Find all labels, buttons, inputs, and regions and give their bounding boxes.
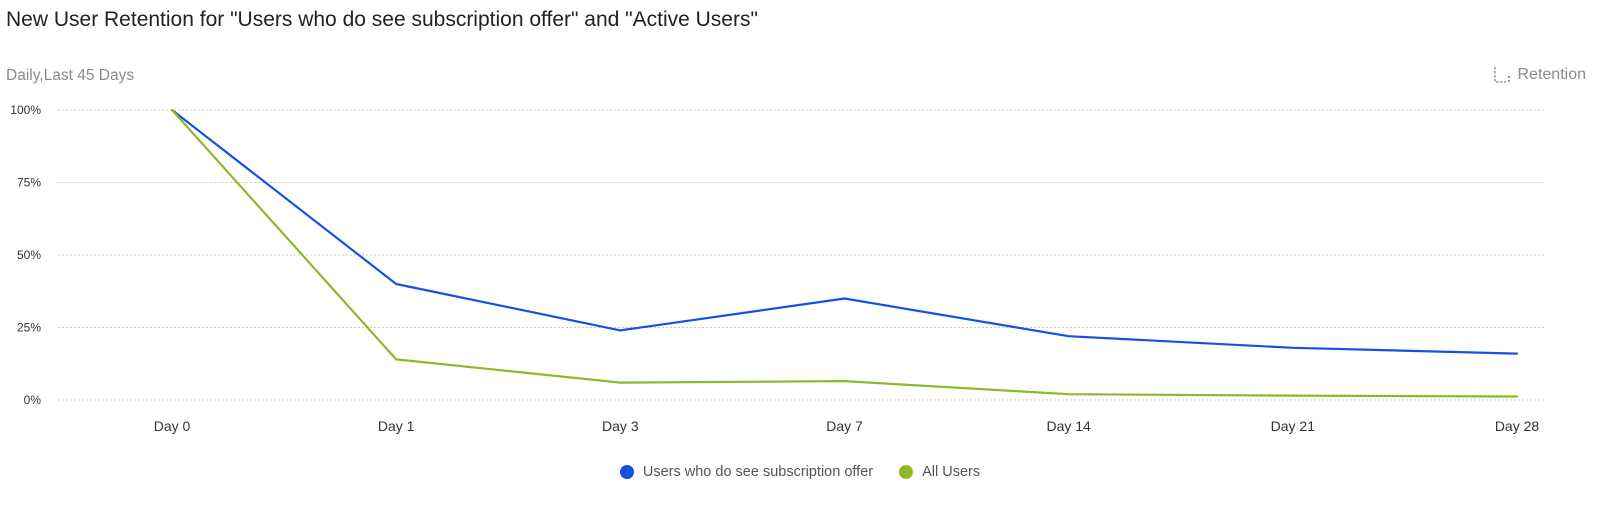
x-tick-label-day-21: Day 21 — [1271, 418, 1316, 434]
chart-title: New User Retention for "Users who do see… — [6, 8, 758, 31]
retention-link[interactable]: Retention — [1492, 65, 1587, 85]
legend-label-all-users: All Users — [922, 464, 981, 480]
series-line-all-users — [170, 108, 1519, 398]
y-tick-label: 75% — [17, 176, 41, 190]
legend-swatch-subscription-offer — [619, 465, 634, 479]
legend-label-subscription-offer: Users who do see subscription offer — [642, 464, 874, 480]
legend-swatch-all-users — [899, 465, 914, 479]
y-tick-label: 50% — [17, 248, 41, 262]
legend-item-subscription-offer[interactable]: Users who do see subscription offer — [619, 464, 874, 480]
x-tick-label-day-7: Day 7 — [826, 418, 863, 434]
retention-icon — [1492, 65, 1512, 85]
y-tick-label: 100% — [10, 103, 41, 117]
legend-item-all-users[interactable]: All Users — [899, 464, 980, 480]
chart-legend: Users who do see subscription offer All … — [0, 464, 1600, 480]
x-tick-label-day-14: Day 14 — [1046, 418, 1091, 434]
date-range-label: Daily,Last 45 Days — [6, 67, 135, 84]
y-tick-label: 25% — [17, 321, 41, 335]
x-tick-label-day-28: Day 28 — [1495, 418, 1540, 434]
series-line-users-who-do-see-subscription-offer — [170, 108, 1519, 355]
x-tick-label-day-3: Day 3 — [602, 418, 639, 434]
x-tick-label-day-1: Day 1 — [378, 418, 415, 434]
y-tick-label: 0% — [24, 393, 42, 407]
retention-label: Retention — [1517, 66, 1587, 83]
x-tick-label-day-0: Day 0 — [154, 418, 191, 434]
